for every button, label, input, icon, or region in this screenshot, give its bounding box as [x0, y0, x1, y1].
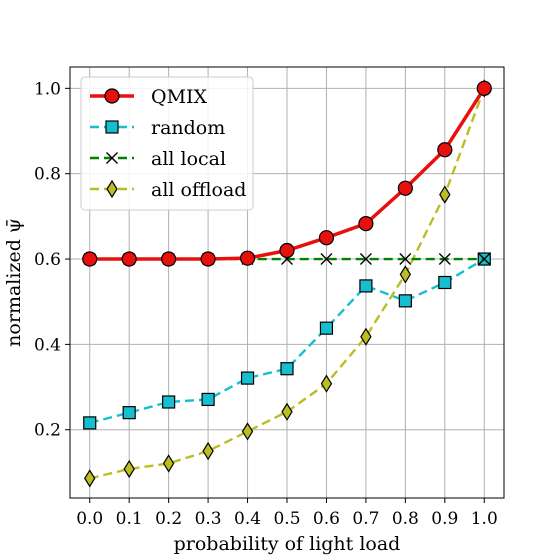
data-point-all-offload	[123, 459, 135, 479]
series-line-all-offload	[89, 87, 486, 480]
x-tick-label: 0.5	[273, 509, 300, 529]
legend-label-qmix: QMIX	[151, 86, 208, 108]
x-tick-label: 0.1	[116, 509, 143, 529]
legend-entry-qmix: QMIX	[90, 86, 208, 108]
data-point-qmix	[161, 251, 177, 267]
legend-entry-all-offload: all offload	[90, 179, 246, 201]
x-tick-label: 1.0	[471, 509, 498, 529]
data-point-random	[162, 395, 176, 409]
y-tick-label: 0.2	[34, 421, 61, 441]
x-tick-label: 0.7	[352, 509, 379, 529]
data-point-all-offload	[162, 454, 175, 473]
legend-marker-all-offload	[106, 179, 118, 199]
data-point-all-offload	[399, 265, 412, 284]
data-point-qmix	[121, 251, 137, 267]
data-point-random	[122, 406, 136, 420]
data-point-all-offload	[439, 185, 451, 204]
data-point-all-local	[438, 253, 451, 266]
legend-marker-random	[105, 120, 119, 134]
data-point-random	[319, 321, 334, 335]
data-point-qmix	[358, 216, 374, 232]
data-point-random	[201, 392, 215, 407]
legend-marker-all-local	[106, 152, 118, 164]
data-point-all-local	[359, 253, 372, 266]
data-point-all-offload	[281, 402, 293, 421]
data-point-all-offload	[241, 422, 254, 441]
data-point-random	[398, 294, 412, 308]
y-tick-label: 0.8	[34, 165, 61, 185]
y-axis-label: normalized ψ̄	[3, 218, 25, 347]
data-point-qmix	[437, 142, 453, 158]
axes: 0.0 0.1 0.2 0.3 0.4 0.5 0.6 0.7 0.8 0.9 1.0 0.2 0.4 0…	[34, 79, 498, 529]
legend-box	[80, 76, 254, 211]
data-point-random	[240, 371, 255, 385]
x-tick-label: 0.3	[195, 509, 222, 529]
data-point-qmix	[476, 80, 492, 96]
x-tick-label: 0.2	[155, 509, 182, 529]
x-tick-label: 0.9	[431, 509, 458, 529]
y-tick-label: 0.6	[34, 250, 61, 270]
legend: QMIX random all local all offload	[80, 76, 254, 211]
data-point-qmix	[82, 251, 98, 267]
data-point-random	[359, 279, 373, 293]
y-tick-label: 1.0	[34, 79, 61, 99]
data-point-qmix	[397, 180, 413, 196]
data-point-all-offload	[84, 469, 96, 488]
x-axis-label: probability of light load	[174, 533, 401, 555]
series-qmix	[82, 80, 492, 267]
data-point-all-offload	[360, 327, 372, 346]
legend-marker-qmix	[104, 88, 120, 104]
data-point-qmix	[279, 242, 295, 259]
x-tick-label: 0.8	[392, 509, 419, 529]
data-point-all-offload	[320, 374, 333, 393]
legend-label-all-local: all local	[151, 148, 226, 170]
series-layer	[82, 79, 492, 488]
data-point-all-local	[478, 253, 491, 266]
legend-label-all-offload: all offload	[151, 179, 246, 201]
legend-entry-all-local: all local	[90, 148, 226, 170]
data-point-random	[280, 362, 294, 376]
legend-entry-random: random	[90, 117, 225, 139]
x-tick-label: 0.4	[234, 509, 261, 529]
x-tick-label: 0.6	[313, 509, 340, 529]
data-point-all-local	[320, 253, 333, 266]
data-point-all-local	[399, 253, 412, 266]
y-tick-label: 0.4	[34, 335, 61, 355]
data-point-random	[83, 416, 97, 430]
legend-label-random: random	[151, 117, 225, 139]
data-point-qmix	[318, 230, 335, 246]
data-point-all-offload	[202, 441, 214, 461]
data-point-random	[438, 275, 452, 290]
data-point-qmix	[239, 250, 256, 266]
x-tick-label: 0.0	[76, 509, 103, 529]
data-point-qmix	[200, 251, 216, 267]
